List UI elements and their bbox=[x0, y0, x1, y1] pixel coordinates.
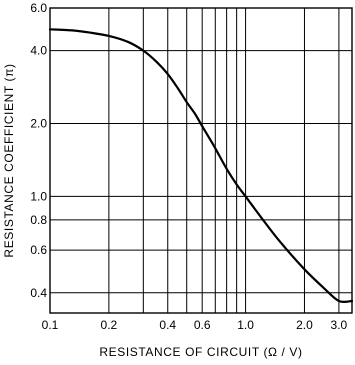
x-tick-label: 0.2 bbox=[101, 318, 118, 332]
x-tick-label: 1.0 bbox=[237, 318, 254, 332]
x-tick-label: 0.4 bbox=[159, 318, 176, 332]
y-tick-label: 4.0 bbox=[30, 44, 47, 58]
y-tick-labels: 0.4 0.6 0.8 1.0 2.0 4.0 6.0 bbox=[30, 1, 47, 300]
plot-frame bbox=[49, 7, 353, 314]
x-tick-label: 3.0 bbox=[331, 318, 348, 332]
x-tick-label: 0.6 bbox=[194, 318, 211, 332]
y-tick-label: 6.0 bbox=[30, 1, 47, 15]
y-tick-label: 0.6 bbox=[30, 243, 47, 257]
y-tick-label: 0.4 bbox=[30, 286, 47, 300]
x-tick-labels: 0.1 0.2 0.4 0.6 1.0 2.0 3.0 bbox=[42, 318, 348, 332]
y-tick-label: 1.0 bbox=[30, 189, 47, 203]
y-tick-label: 0.8 bbox=[30, 213, 47, 227]
grid-lines bbox=[49, 7, 352, 313]
series-line bbox=[48, 28, 354, 304]
x-axis-title: RESISTANCE OF CIRCUIT (Ω / V) bbox=[99, 345, 302, 359]
y-axis-title: RESISTANCE COEFFICIENT (π) bbox=[2, 63, 16, 257]
x-tick-label: 0.1 bbox=[42, 318, 59, 332]
y-tick-label: 2.0 bbox=[30, 117, 47, 131]
x-tick-label: 2.0 bbox=[296, 318, 313, 332]
